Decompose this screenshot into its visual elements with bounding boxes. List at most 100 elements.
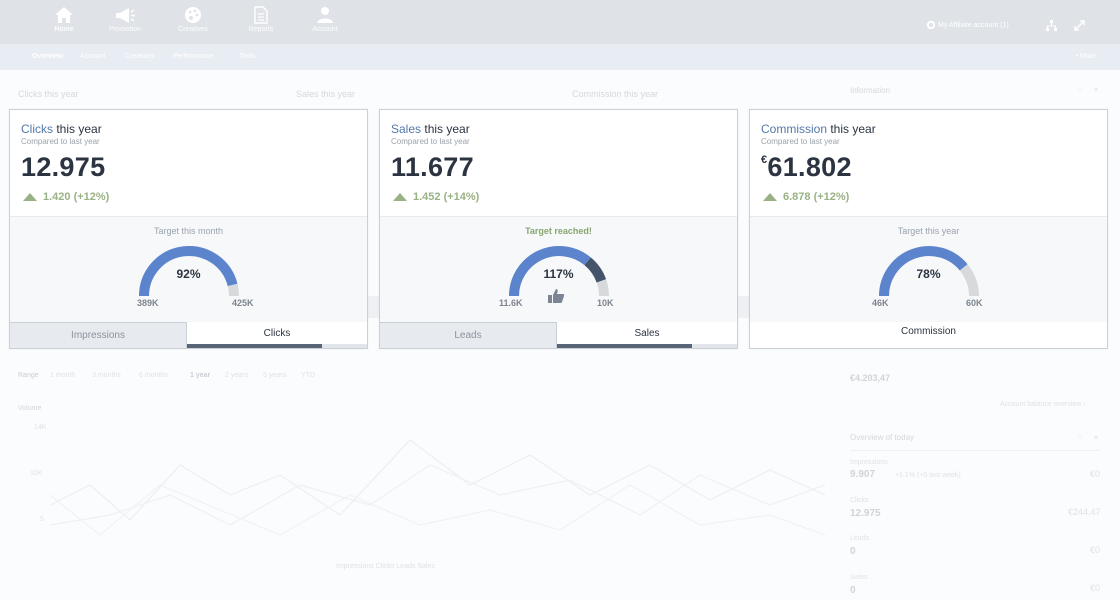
card-tabs: Leads Sales [380, 322, 737, 348]
bg-today-row-value: 9.907 [850, 469, 876, 480]
bg-today-row-right: €244,47 [1068, 507, 1101, 517]
card-subtitle: Compared to last year [391, 137, 470, 146]
range-option[interactable]: 1 year [190, 372, 211, 379]
card-subtitle: Compared to last year [21, 137, 100, 146]
user-icon [317, 7, 333, 23]
nav-item-account[interactable]: Account [290, 0, 360, 44]
nav-item-home[interactable]: Home [29, 0, 99, 44]
bg-header-commission: Commission this year [572, 89, 659, 99]
gauge-min: 389K [137, 298, 159, 308]
gear-icon[interactable] [926, 20, 936, 32]
card-title: Commission this year [761, 122, 876, 136]
range-option[interactable]: 3 months [92, 372, 121, 379]
gauge-target-label: Target this year [897, 226, 960, 236]
bg-today-row-label: Clicks [850, 497, 869, 504]
card-value: 11.677 [391, 152, 474, 182]
nav-item-label: Account [312, 26, 338, 33]
top-navigation-bar: Home Promotion Creatives Reports Account… [0, 0, 1120, 44]
gauge-fill [509, 246, 591, 297]
bg-chart-ytick: 5 [40, 516, 44, 523]
close-icon[interactable]: ✕ [1093, 87, 1099, 94]
arrow-up-icon [763, 193, 777, 201]
gauge-chart [879, 246, 979, 297]
bg-chart-ytick: 14K [34, 424, 47, 431]
sales-card: Sales this year Compared to last year 11… [379, 109, 738, 349]
tab-progress-fill [187, 344, 322, 348]
arrow-up-icon [23, 193, 37, 201]
tab-impressions[interactable]: Impressions [10, 322, 187, 348]
subnav-tab-creatives[interactable]: Creatives [125, 53, 155, 60]
clicks-card: Clicks this year Compared to last year 1… [9, 109, 368, 349]
tab-leads[interactable]: Leads [380, 322, 557, 348]
bg-tab-strip [738, 296, 750, 318]
card-value: 12.975 [21, 152, 106, 182]
tab-progress-bar [557, 344, 737, 348]
subnav-more[interactable]: • More [1075, 53, 1096, 60]
range-option[interactable]: 5 years [263, 372, 286, 379]
gauge-min: 46K [872, 298, 889, 308]
bg-today-row-value: 0 [850, 585, 856, 596]
gauge-percent: 78% [916, 267, 941, 281]
range-option[interactable]: 6 months [139, 372, 168, 379]
nav-item-label: Reports [248, 26, 274, 33]
bg-today-row-label: Leads [850, 535, 870, 542]
gauge-percent: 117% [543, 267, 574, 281]
bg-header-sales: Sales this year [296, 89, 356, 99]
bg-chart-ylabel: Volume [18, 405, 42, 412]
nav-item-promotion[interactable]: Promotion [90, 0, 160, 44]
bg-info-link[interactable]: Account balance overview › [1000, 401, 1086, 408]
bg-today-title: Overview of today [850, 433, 915, 442]
card-delta: 1.420 (+12%) [23, 191, 109, 203]
tab-progress-fill [557, 344, 692, 348]
bg-today-row-value: 0 [850, 546, 856, 557]
refresh-icon[interactable]: ○ [1078, 434, 1083, 441]
gauge-percent: 92% [176, 267, 201, 281]
bg-chart-ytick: 10K [30, 470, 43, 477]
subnav-tab-overview[interactable]: Overview [32, 53, 64, 60]
nav-item-label: Home [54, 26, 74, 33]
range-option[interactable]: YTD [301, 372, 315, 379]
gauge-chart [139, 245, 239, 297]
sitemap-icon[interactable] [1046, 20, 1057, 33]
tab-commission[interactable]: Commission [750, 322, 1107, 348]
card-delta: 6.878 (+12%) [763, 191, 849, 203]
close-icon[interactable]: ✕ [1093, 435, 1099, 442]
nav-item-creatives[interactable]: Creatives [158, 0, 228, 44]
bg-today-row-label: Impressions [850, 459, 888, 466]
megaphone-icon [116, 8, 135, 23]
tab-sales[interactable]: Sales [557, 322, 737, 348]
range-option[interactable]: 2 years [225, 372, 248, 379]
subnav-tab-performance[interactable]: Performance [173, 53, 214, 60]
bg-volume-chart [50, 439, 826, 536]
bg-header-clicks: Clicks this year [18, 89, 79, 99]
bg-range-label: Range [18, 372, 39, 379]
fullscreen-icon[interactable] [1074, 20, 1085, 33]
refresh-icon[interactable]: ○ [1078, 86, 1083, 93]
bg-today-row-extra: +1.1% (+0 last week) [895, 472, 961, 479]
range-option[interactable]: 1 month [50, 372, 76, 379]
palette-icon [185, 7, 201, 23]
account-switcher[interactable]: My Affiliate account (1) [938, 22, 1009, 29]
arrow-up-icon [393, 193, 407, 201]
bg-today-row-label: Sales [850, 574, 868, 581]
tab-clicks[interactable]: Clicks [187, 322, 367, 348]
card-delta: 1.452 (+14%) [393, 191, 479, 203]
card-title: Sales this year [391, 122, 470, 136]
bg-tab-strip [368, 296, 380, 318]
gauge-max: 10K [597, 298, 614, 308]
card-title: Clicks this year [21, 122, 102, 136]
bg-today-row-right: €0 [1090, 545, 1101, 555]
subnav-tab-tools[interactable]: Tools [239, 53, 256, 60]
sub-navigation-bar: Overview Account Creatives Performance T… [0, 44, 1120, 70]
nav-item-label: Creatives [178, 26, 208, 33]
gauge-fill [879, 246, 968, 297]
home-icon [55, 7, 73, 23]
bg-info-value: €4.203,47 [850, 373, 891, 383]
subnav-tab-account[interactable]: Account [80, 53, 106, 60]
gauge-chart [509, 246, 609, 297]
divider [850, 450, 1100, 451]
gauge-max: 425K [232, 298, 254, 308]
tab-progress-bar [187, 344, 367, 348]
nav-item-reports[interactable]: Reports [226, 0, 296, 44]
card-tabs: Impressions Clicks [10, 322, 367, 348]
